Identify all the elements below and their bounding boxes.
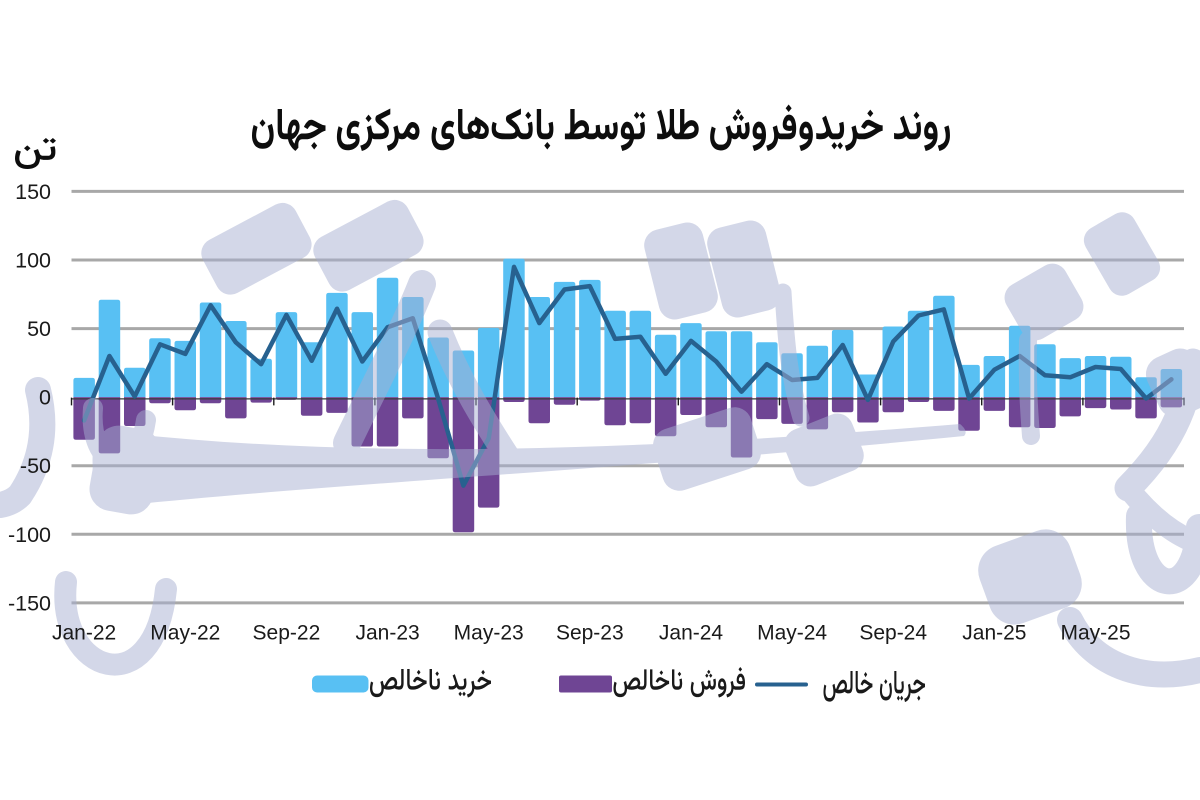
svg-text:-150: -150 bbox=[8, 591, 51, 615]
svg-text:Sep-24: Sep-24 bbox=[859, 622, 927, 645]
svg-text:Jan-24: Jan-24 bbox=[659, 622, 724, 645]
svg-text:150: 150 bbox=[15, 180, 51, 204]
svg-text:Jan-25: Jan-25 bbox=[962, 622, 1026, 645]
svg-text:Jan-23: Jan-23 bbox=[355, 622, 419, 645]
svg-text:Sep-23: Sep-23 bbox=[556, 622, 624, 645]
svg-text:0: 0 bbox=[39, 386, 51, 410]
svg-text:May-25: May-25 bbox=[1060, 622, 1130, 645]
svg-text:May-23: May-23 bbox=[454, 622, 524, 645]
svg-text:100: 100 bbox=[15, 249, 51, 273]
svg-text:-50: -50 bbox=[20, 454, 51, 478]
svg-text:-100: -100 bbox=[8, 523, 51, 547]
svg-text:May-24: May-24 bbox=[757, 622, 827, 645]
svg-text:Jan-22: Jan-22 bbox=[52, 622, 116, 645]
svg-text:50: 50 bbox=[27, 317, 51, 341]
svg-text:May-22: May-22 bbox=[150, 622, 220, 645]
svg-text:Sep-22: Sep-22 bbox=[253, 622, 321, 645]
